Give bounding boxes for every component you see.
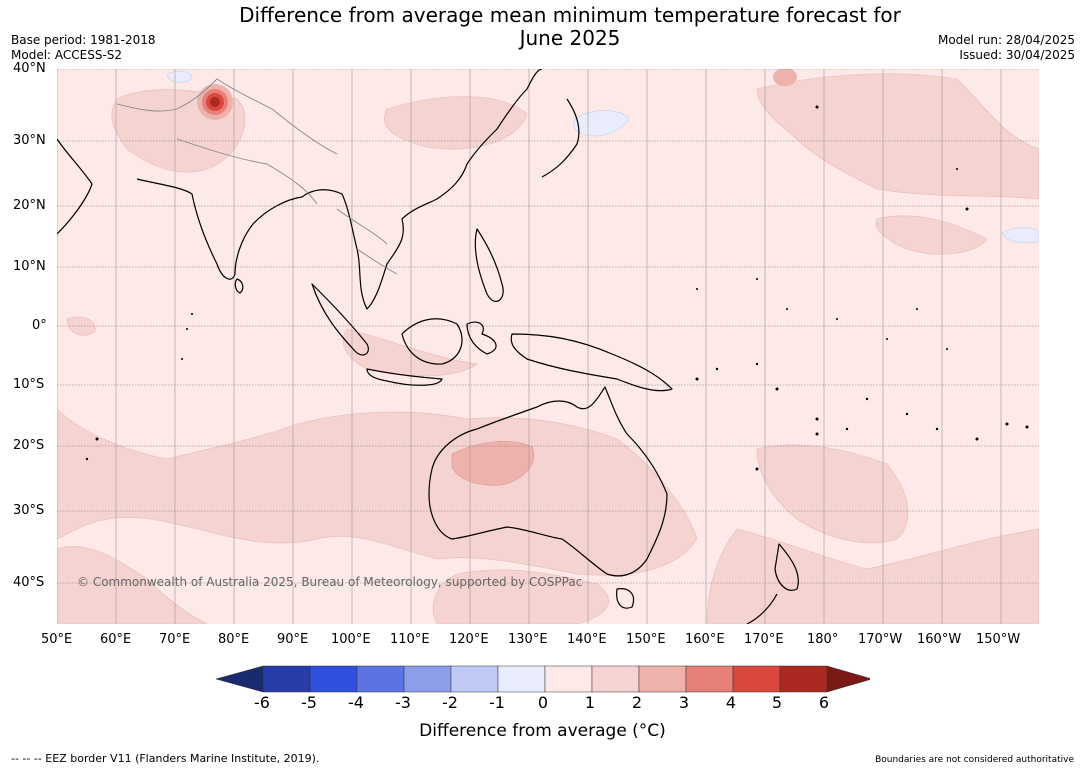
colorbar-tick: 2 (631, 693, 643, 712)
colorbar-tick: 5 (771, 693, 783, 712)
lat-label: 40°S (13, 575, 45, 590)
colorbar-swatch (826, 665, 870, 693)
model-run-text: Model run: 28/04/2025 (937, 33, 1075, 47)
colorbar-tick: 6 (818, 693, 830, 712)
header-left: Base period: 1981-2018 Model: ACCESS-S2 (11, 33, 156, 63)
lon-label: 140°E (567, 632, 607, 647)
colorbar-tick: -1 (489, 693, 505, 712)
lon-label: 170°W (858, 632, 903, 647)
colorbar-tick: 4 (725, 693, 737, 712)
colorbar-swatch (403, 665, 452, 693)
lat-label: 10°N (13, 259, 46, 274)
copyright-text: © Commonwealth of Australia 2025, Bureau… (77, 575, 582, 589)
coast-arabia (57, 138, 93, 235)
colorbar-tick-labels: -6 -5 -4 -3 -2 -1 0 1 2 3 4 5 6 (0, 693, 1085, 715)
lon-label: 150°W (976, 632, 1021, 647)
colorbar-swatch (356, 665, 405, 693)
colorbar-swatch (544, 665, 593, 693)
colorbar-swatch (591, 665, 640, 693)
issued-text: Issued: 30/04/2025 (959, 48, 1075, 62)
map-title-line2: June 2025 (519, 26, 621, 50)
colorbar-tick: -5 (301, 693, 317, 712)
colorbar-swatch (262, 665, 311, 693)
colorbar-swatch (779, 665, 828, 693)
anomaly-negative-regions (166, 70, 1039, 244)
colorbar-swatch (497, 665, 546, 693)
colorbar-title: Difference from average (°C) (419, 721, 666, 741)
lat-label: 10°S (13, 377, 45, 392)
lon-label: 60°E (100, 632, 132, 647)
anomaly-hotspot (197, 84, 233, 120)
anomaly-small-patch (773, 69, 797, 86)
lon-label: 90°E (277, 632, 309, 647)
lat-label: 20°N (13, 198, 46, 213)
colorbar-tick: -4 (348, 693, 364, 712)
lat-label: 20°S (13, 438, 45, 453)
model-text: Model: ACCESS-S2 (11, 48, 123, 62)
header-right: Model run: 28/04/2025 Issued: 30/04/2025 (938, 33, 1075, 63)
lon-label: 160°W (917, 632, 962, 647)
lon-label: 150°E (626, 632, 666, 647)
coast-india (136, 178, 303, 280)
lon-label: 110°E (390, 632, 430, 647)
colorbar-swatch (685, 665, 734, 693)
colorbar-swatch (216, 665, 264, 693)
pacific-islands (85, 105, 1029, 471)
lon-label: 170°E (744, 632, 784, 647)
colorbar-swatches (216, 665, 870, 693)
anomaly-map: © Commonwealth of Australia 2025, Bureau… (57, 69, 1039, 624)
lon-label: 70°E (159, 632, 191, 647)
coast-australia (428, 386, 668, 577)
lat-label: 0° (32, 318, 47, 333)
colorbar-swatch (638, 665, 687, 693)
colorbar-swatch (732, 665, 781, 693)
colorbar-tick: 3 (678, 693, 690, 712)
map-title-line1: Difference from average mean minimum tem… (239, 3, 901, 27)
colorbar-tick: -2 (442, 693, 458, 712)
base-period-text: Base period: 1981-2018 (11, 33, 156, 47)
lon-label: 120°E (449, 632, 489, 647)
colorbar-swatch (309, 665, 358, 693)
colorbar-tick: -6 (254, 693, 270, 712)
anomaly-2-3-region (451, 441, 535, 486)
colorbar-tick: 1 (584, 693, 596, 712)
lon-label: 50°E (41, 632, 73, 647)
lon-label: 100°E (331, 632, 371, 647)
coastlines (57, 69, 799, 624)
lat-label: 30°N (13, 133, 46, 148)
country-borders (116, 78, 398, 275)
longitude-gridlines (57, 69, 1002, 624)
boundaries-footnote: Boundaries are not considered authoritat… (875, 755, 1074, 765)
colorbar-tick: -3 (395, 693, 411, 712)
map-title: Difference from average mean minimum tem… (0, 4, 1085, 50)
eez-footnote: -- -- -- EEZ border V11 (Flanders Marine… (11, 752, 320, 765)
lat-label: 30°S (13, 503, 45, 518)
lon-label: 130°E (508, 632, 548, 647)
lon-label: 160°E (685, 632, 725, 647)
lon-label: 180° (807, 632, 839, 647)
colorbar-tick: 0 (537, 693, 549, 712)
lat-label: 40°N (13, 61, 46, 76)
colorbar-swatch (450, 665, 499, 693)
lon-label: 80°E (218, 632, 250, 647)
colorbar (216, 665, 870, 693)
